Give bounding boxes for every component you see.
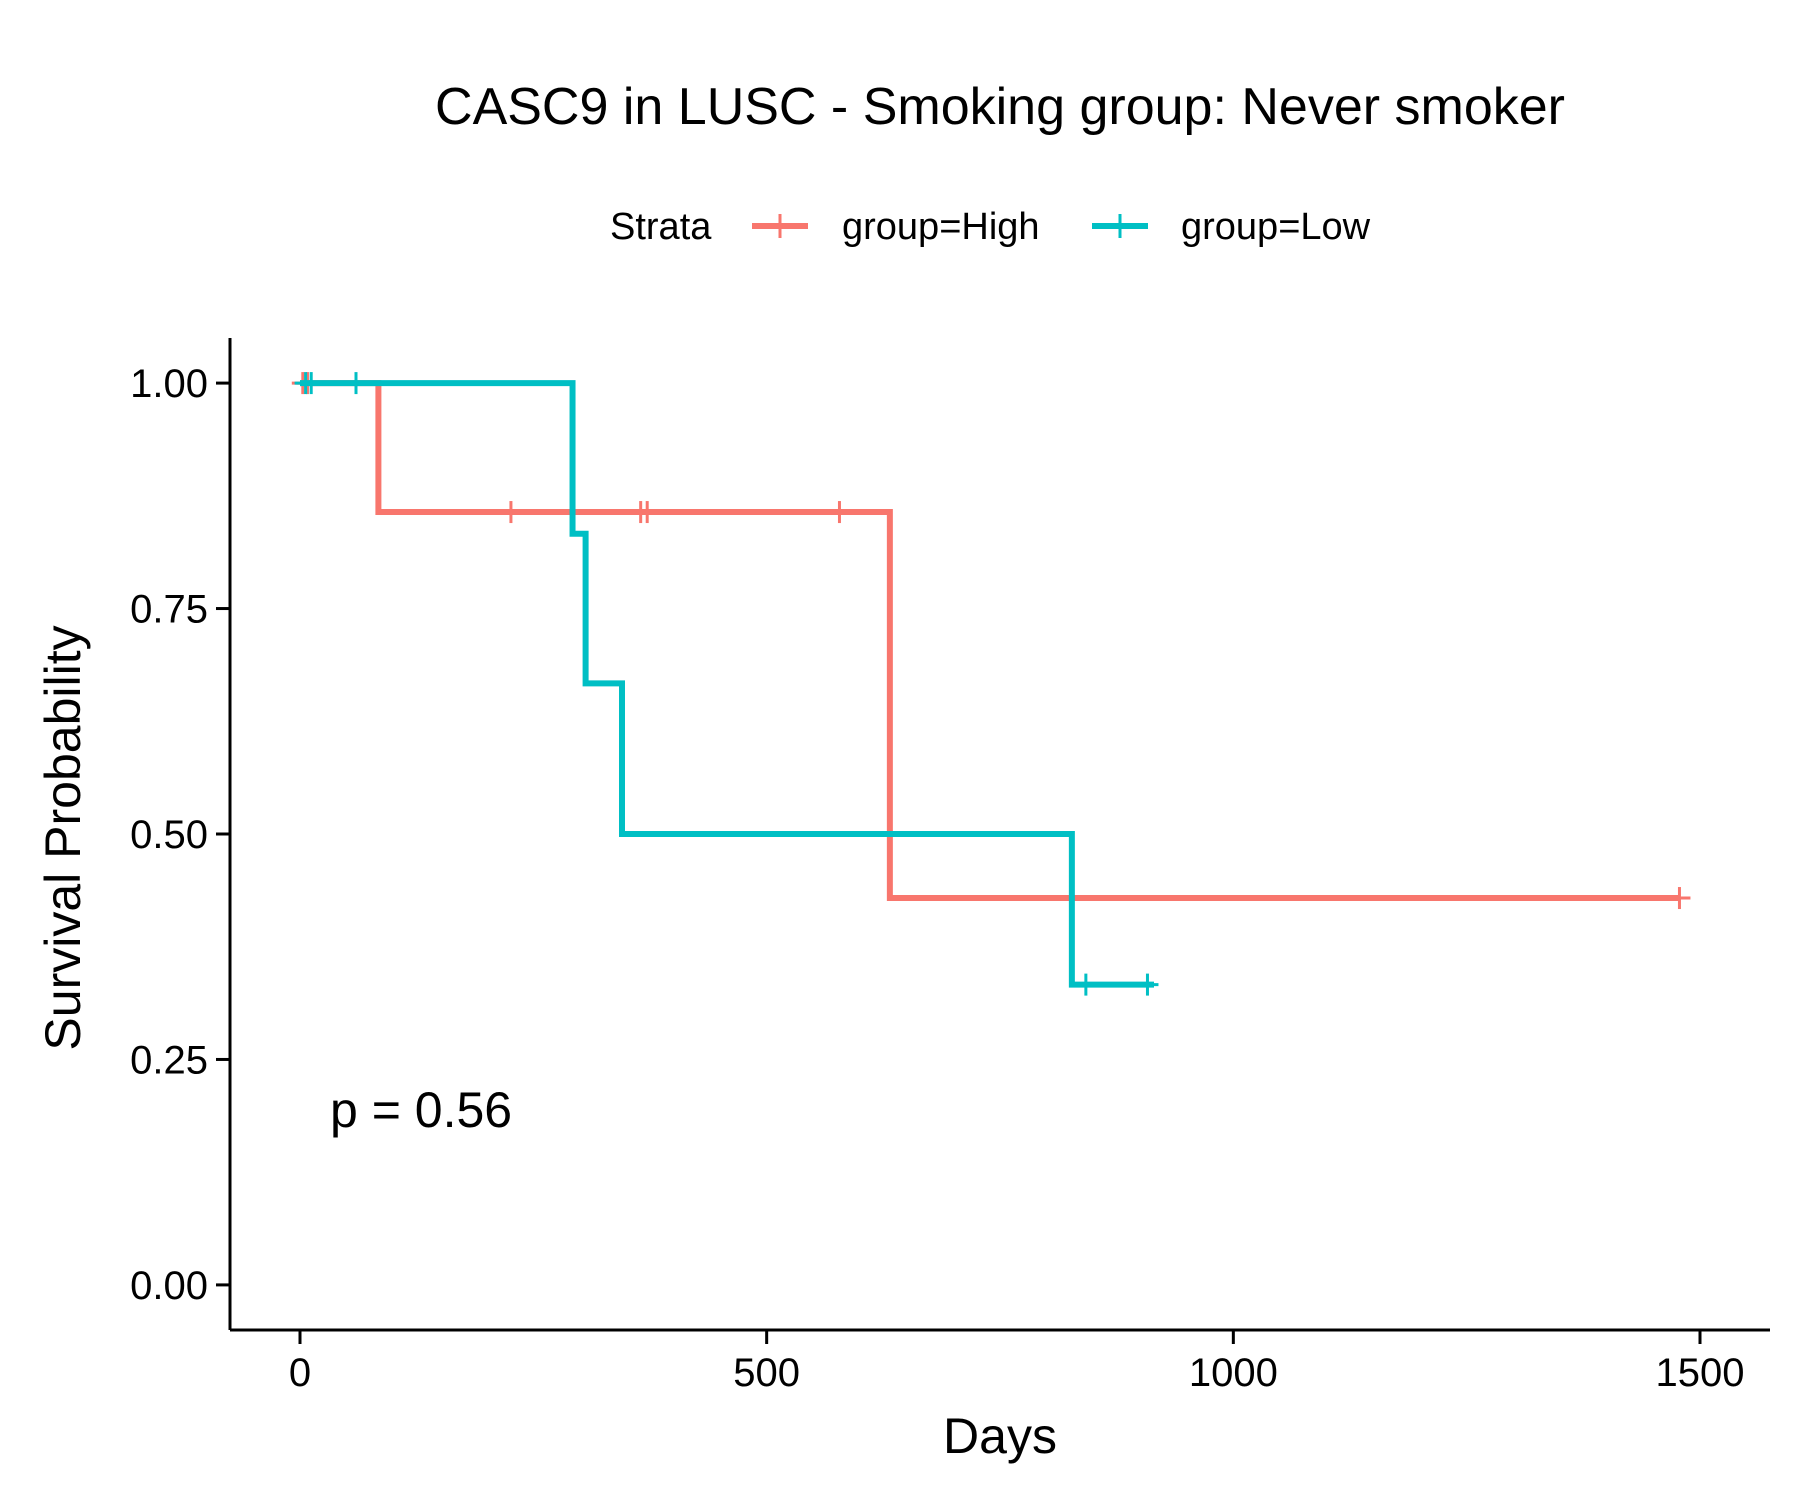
y-axis-label: Survival Probability: [35, 625, 91, 1050]
legend-label: group=High: [842, 206, 1040, 248]
legend-items: group=High group=Low: [752, 206, 1371, 248]
x-axis-label: Days: [943, 1408, 1057, 1464]
series-line-1: [300, 380, 1680, 902]
y-tick-label: 0.00: [130, 1264, 208, 1308]
x-tick-label: 500: [733, 1351, 800, 1395]
legend-label: group=Low: [1181, 206, 1371, 248]
p-value-annotation: p = 0.56: [330, 1082, 512, 1138]
chart-title: CASC9 in LUSC - Smoking group: Never smo…: [435, 78, 1565, 136]
series-line-2: [300, 380, 1154, 988]
legend-title: Strata: [610, 206, 712, 248]
x-tick-label: 1000: [1189, 1351, 1278, 1395]
y-tick-label: 1.00: [130, 362, 208, 406]
x-tick-label: 1500: [1656, 1351, 1745, 1395]
plot-series: [291, 372, 1691, 996]
axes: 0 500 1000 1500 0.00 0.25 0.50 0.75 1.00: [130, 338, 1770, 1395]
y-tick-label: 0.25: [130, 1038, 208, 1082]
x-tick-label: 0: [289, 1351, 311, 1395]
legend: Strata group=High group=Low: [610, 206, 1371, 248]
y-tick-label: 0.50: [130, 813, 208, 857]
y-tick-label: 0.75: [130, 588, 208, 632]
